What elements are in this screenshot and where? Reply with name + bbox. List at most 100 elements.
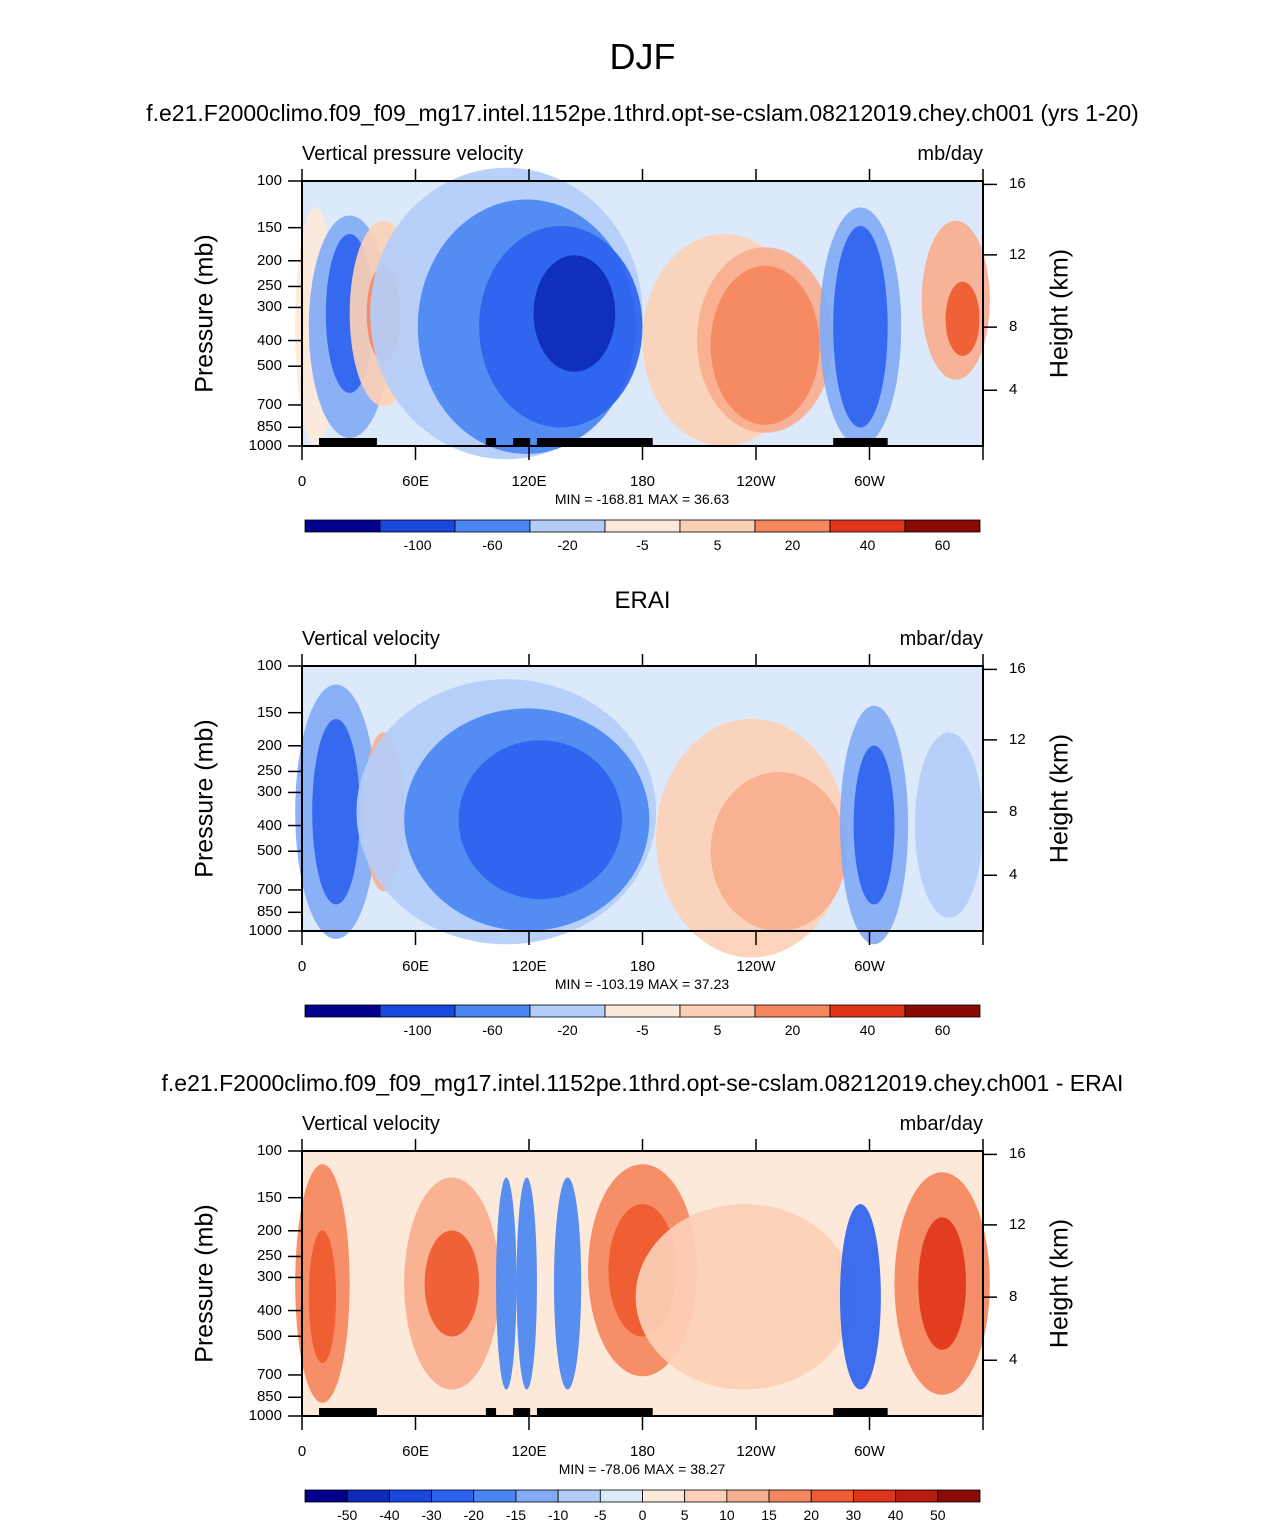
- pressure-tick-label: 150: [256, 1188, 282, 1206]
- contour-region: [635, 1204, 854, 1390]
- longitude-tick-label: 0: [297, 1443, 307, 1460]
- colorbar-swatch: [904, 519, 981, 533]
- colorbar-swatch: [895, 1489, 939, 1503]
- colorbar-label: -20: [557, 1022, 578, 1038]
- pressure-tick-label: 500: [256, 357, 282, 375]
- contour-region: [833, 226, 888, 428]
- colorbar-swatch: [642, 1489, 686, 1503]
- pressure-tick-label: 150: [256, 218, 282, 236]
- contour-region: [458, 740, 623, 900]
- contour-plot: [295, 665, 984, 958]
- colorbar-label: -15: [505, 1507, 527, 1523]
- longitude-tick-label: 0: [297, 958, 307, 975]
- contour-plot: [295, 167, 990, 460]
- pressure-tick-label: 250: [256, 1247, 282, 1265]
- colorbar-label: -60: [482, 537, 503, 553]
- colorbar-label: -20: [557, 537, 578, 553]
- topography-mask: [513, 1408, 531, 1416]
- colorbar-swatch: [904, 1004, 981, 1018]
- height-tick-label: 12: [1009, 245, 1026, 263]
- height-tick-label: 12: [1009, 1215, 1026, 1233]
- colorbar-label: -5: [594, 1507, 607, 1523]
- colorbar-swatch: [515, 1489, 559, 1503]
- longitude-tick-label: 120W: [736, 958, 776, 975]
- longitude-tick-label: 60E: [402, 958, 429, 975]
- colorbar-label: 20: [784, 537, 801, 553]
- pressure-tick-label: 300: [256, 298, 282, 316]
- contour-region: [945, 281, 980, 356]
- longitude-tick-label: 180: [629, 473, 656, 490]
- longitude-tick-label: 120E: [511, 958, 547, 975]
- colorbar-swatch: [346, 1489, 390, 1503]
- colorbar-label: 15: [761, 1507, 777, 1523]
- colorbar-swatch: [853, 1489, 897, 1503]
- pressure-tick-label: 250: [256, 277, 282, 295]
- panel-title: ERAI: [614, 587, 671, 614]
- longitude-tick-label: 60W: [854, 473, 885, 490]
- colorbar-swatch: [599, 1489, 643, 1503]
- panel-title: f.e21.F2000climo.f09_f09_mg17.intel.1152…: [161, 1070, 1124, 1096]
- pressure-tick-label: 850: [256, 418, 282, 436]
- height-tick-label: 4: [1009, 381, 1018, 399]
- topography-mask: [485, 438, 497, 446]
- pressure-tick-label: 100: [256, 657, 282, 674]
- colorbar-label: -10: [548, 1507, 569, 1523]
- topography-mask: [319, 438, 377, 446]
- longitude-tick-label: 180: [629, 1443, 656, 1460]
- contour-region: [710, 772, 847, 931]
- colorbar-swatch: [431, 1489, 475, 1503]
- height-tick-label: 16: [1009, 1145, 1026, 1163]
- pressure-tick-label: 850: [256, 903, 282, 921]
- contour-plot: [295, 1150, 990, 1417]
- colorbar-label: 50: [930, 1507, 946, 1523]
- colorbar-swatch: [557, 1489, 601, 1503]
- colorbar-swatch: [473, 1489, 517, 1503]
- pressure-tick-label: 700: [256, 395, 282, 413]
- colorbar-swatch: [937, 1489, 981, 1503]
- pressure-tick-label: 250: [256, 762, 282, 780]
- colorbar-label: -60: [482, 1022, 503, 1038]
- colorbar-swatch: [810, 1489, 854, 1503]
- pressure-tick-label: 400: [256, 816, 282, 834]
- colorbar: [304, 1489, 981, 1503]
- colorbar-label: -40: [379, 1507, 400, 1523]
- height-tick-label: 16: [1009, 175, 1026, 193]
- contour-region: [853, 745, 895, 905]
- contour-region: [496, 1177, 517, 1390]
- longitude-tick-label: 60E: [402, 473, 429, 490]
- pressure-tick-label: 200: [256, 736, 282, 754]
- units-label: mb/day: [917, 143, 983, 165]
- colorbar-label: 30: [845, 1507, 862, 1523]
- colorbar: [304, 1004, 981, 1018]
- topography-mask: [513, 438, 531, 446]
- height-tick-label: 8: [1009, 1288, 1018, 1306]
- pressure-tick-label: 850: [256, 1388, 282, 1406]
- height-tick-label: 4: [1009, 1351, 1018, 1369]
- height-tick-label: 8: [1009, 318, 1018, 336]
- longitude-tick-label: 60W: [854, 1443, 885, 1460]
- contour-region: [914, 732, 983, 918]
- longitude-tick-label: 60E: [402, 1443, 429, 1460]
- colorbar-label: -100: [403, 537, 432, 553]
- pressure-tick-label: 200: [256, 251, 282, 269]
- colorbar-label: 5: [680, 1507, 689, 1523]
- colorbar-label: -30: [421, 1507, 442, 1523]
- colorbar: [304, 519, 981, 533]
- pressure-tick-label: 200: [256, 1221, 282, 1239]
- colorbar-label: -50: [337, 1507, 358, 1523]
- contour-region: [308, 1230, 337, 1363]
- colorbar-swatch: [768, 1489, 812, 1503]
- colorbar-swatch: [388, 1489, 432, 1503]
- units-label: mbar/day: [899, 1113, 983, 1135]
- longitude-tick-label: 180: [629, 958, 656, 975]
- contour-region: [553, 1177, 582, 1390]
- topography-mask: [536, 438, 653, 446]
- topography-mask: [319, 1408, 377, 1416]
- pressure-tick-label: 300: [256, 783, 282, 801]
- pressure-tick-label: 700: [256, 1365, 282, 1383]
- pressure-tick-label: 500: [256, 842, 282, 860]
- longitude-tick-label: 60W: [854, 958, 885, 975]
